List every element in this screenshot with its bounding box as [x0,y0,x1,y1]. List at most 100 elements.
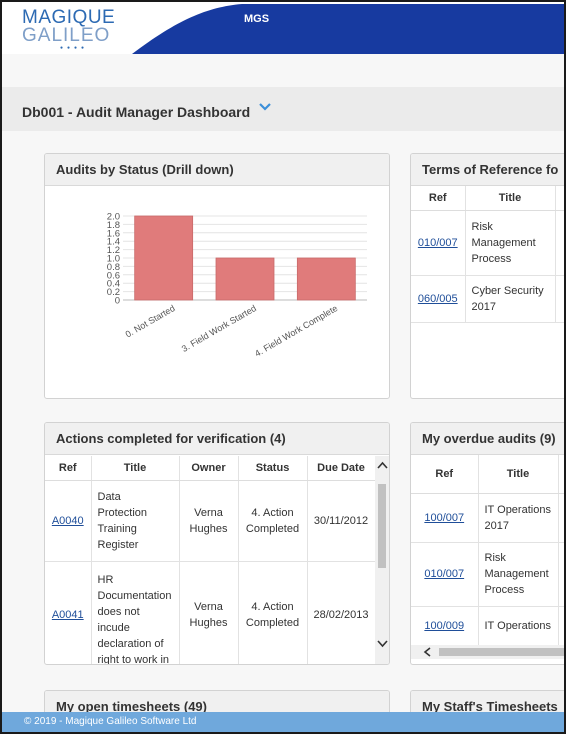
panel-title: Audits by Status (Drill down) [45,154,389,186]
column-header-next [555,186,564,211]
table-row[interactable]: 100/009 IT Operations [411,606,564,647]
status-line: 4. Action [251,600,294,613]
owner-line: Hughes [189,616,228,629]
ref-link[interactable]: 100/009 [424,620,465,632]
title-line: IT Operations [484,503,551,516]
scroll-left-arrow-icon[interactable] [421,645,435,659]
title-line: Protection [97,506,148,519]
y-tick-label: 1.2 [107,245,120,256]
y-tick-label: 1.8 [107,220,120,231]
owner-cell: Verna Hughes [179,480,239,562]
y-tick-label: 0.2 [107,287,120,298]
x-tick-label: 3. Field Work Started [180,303,258,354]
ref-link[interactable]: 010/007 [424,568,465,580]
x-tick-label: 0. Not Started [124,303,177,339]
dashboard-title-bar: Db001 - Audit Manager Dashboard [2,87,564,131]
horizontal-scrollbar[interactable] [411,645,564,659]
column-header-next [558,455,564,494]
logo-text-line1: MAGIQUE [22,7,116,28]
title-line: Risk [471,220,493,233]
chart-bar[interactable] [296,257,356,301]
column-header-ref[interactable]: Ref [411,186,466,211]
panel-title: My overdue audits (9) [411,423,564,455]
due-date-cell: 28/02/2013 [307,561,375,664]
column-header-title[interactable]: Title [478,455,559,494]
chart-bars[interactable] [134,215,356,301]
owner-line: Hughes [189,522,228,535]
chart-bar[interactable] [215,257,275,301]
vertical-scrollbar[interactable] [375,456,390,664]
title-line: Documentation [97,589,172,602]
organisation-label: MGS [244,13,270,25]
status-line: Completed [245,616,300,629]
table-row[interactable]: A0040 Data Protection Training Register … [45,480,375,562]
y-tick-label: 0 [115,296,120,307]
ref-cell: A0040 [45,480,92,562]
column-header-status[interactable]: Status [238,456,308,481]
actions-table-viewport: Ref Title Owner Status Due Date A0040 Da… [45,456,375,665]
table-row[interactable]: 060/005 Cyber Security 2017 [411,275,564,323]
y-tick-label: 0.8 [107,262,120,273]
title-cell: Risk Management Process [478,542,559,607]
magique-galileo-logo[interactable]: MAGIQUE GALILEO ●●●● [22,8,117,52]
x-tick-label: 4. Field Work Complete [253,303,339,359]
ref-cell: 100/009 [411,606,479,647]
y-tick-label: 2.0 [107,212,120,223]
ref-cell: 010/007 [411,542,479,607]
chevron-down-icon[interactable] [258,102,272,112]
owner-line: Verna [194,506,223,519]
chart-bar[interactable] [134,215,194,301]
title-line: declaration of [97,637,164,650]
ref-link[interactable]: 100/007 [424,511,465,524]
page-title: Db001 - Audit Manager Dashboard [22,104,251,120]
column-header-due-date[interactable]: Due Date [307,456,375,481]
title-line: Process [484,584,525,596]
chart-y-axis: 00.20.40.60.81.01.21.41.61.82.0 [107,212,120,307]
scroll-down-arrow-icon[interactable] [375,636,390,650]
table-row[interactable]: A0041 HR Documentation does not incude d… [45,561,375,665]
ref-link[interactable]: 060/005 [417,292,458,305]
column-header-title[interactable]: Title [465,186,556,211]
panel-title: Terms of Reference fo [411,154,564,186]
title-line: 2017 [471,300,496,313]
column-header-owner[interactable]: Owner [179,456,239,481]
title-line: 2017 [484,519,509,532]
overdue-table: Ref Title 100/007 IT Operations 2017 010… [411,455,564,647]
column-header-title[interactable]: Title [91,456,180,481]
table-row[interactable]: 100/007 IT Operations 2017 [411,493,564,543]
audits-status-chart[interactable]: 00.20.40.60.81.01.21.41.61.82.0 0. Not S… [45,187,390,399]
title-line: Management [471,236,536,249]
title-cell: IT Operations [478,606,559,647]
ref-link[interactable]: A0041 [51,608,84,621]
title-cell: Data Protection Training Register [91,480,180,562]
ref-link[interactable]: A0040 [51,514,84,527]
next-cell [558,606,564,647]
status-cell: 4. Action Completed [238,561,308,664]
title-line: Management [484,568,549,580]
scrollbar-thumb[interactable] [439,648,564,656]
table-row[interactable]: 010/007 Risk Management Process [411,542,564,607]
title-line: Process [471,252,512,265]
header: MAGIQUE GALILEO ●●●● MGS [2,2,564,54]
owner-cell: Verna Hughes [179,561,239,664]
title-line: Risk [484,552,506,564]
title-cell: Cyber Security 2017 [465,275,556,323]
table-header-row: Ref Title Owner Status Due Date [45,456,375,481]
ref-cell: 100/007 [411,493,479,543]
table-header-row: Ref Title [411,186,564,211]
title-line: HR [97,573,114,586]
terms-of-reference-panel: Terms of Reference fo Ref Title 010/007 … [410,153,564,399]
status-line: Completed [245,522,300,535]
scroll-up-arrow-icon[interactable] [375,458,390,472]
actions-completed-panel: Actions completed for verification (4) R… [44,422,390,665]
table-row[interactable]: 010/007 Risk Management Process [411,210,564,276]
next-cell [558,493,564,543]
column-header-ref[interactable]: Ref [411,455,479,494]
next-cell [558,542,564,607]
column-header-ref[interactable]: Ref [45,456,92,481]
title-line: Data [97,490,121,503]
title-line: right to work in [97,653,170,665]
ref-link[interactable]: 010/007 [417,236,458,249]
scrollbar-thumb[interactable] [378,484,386,568]
